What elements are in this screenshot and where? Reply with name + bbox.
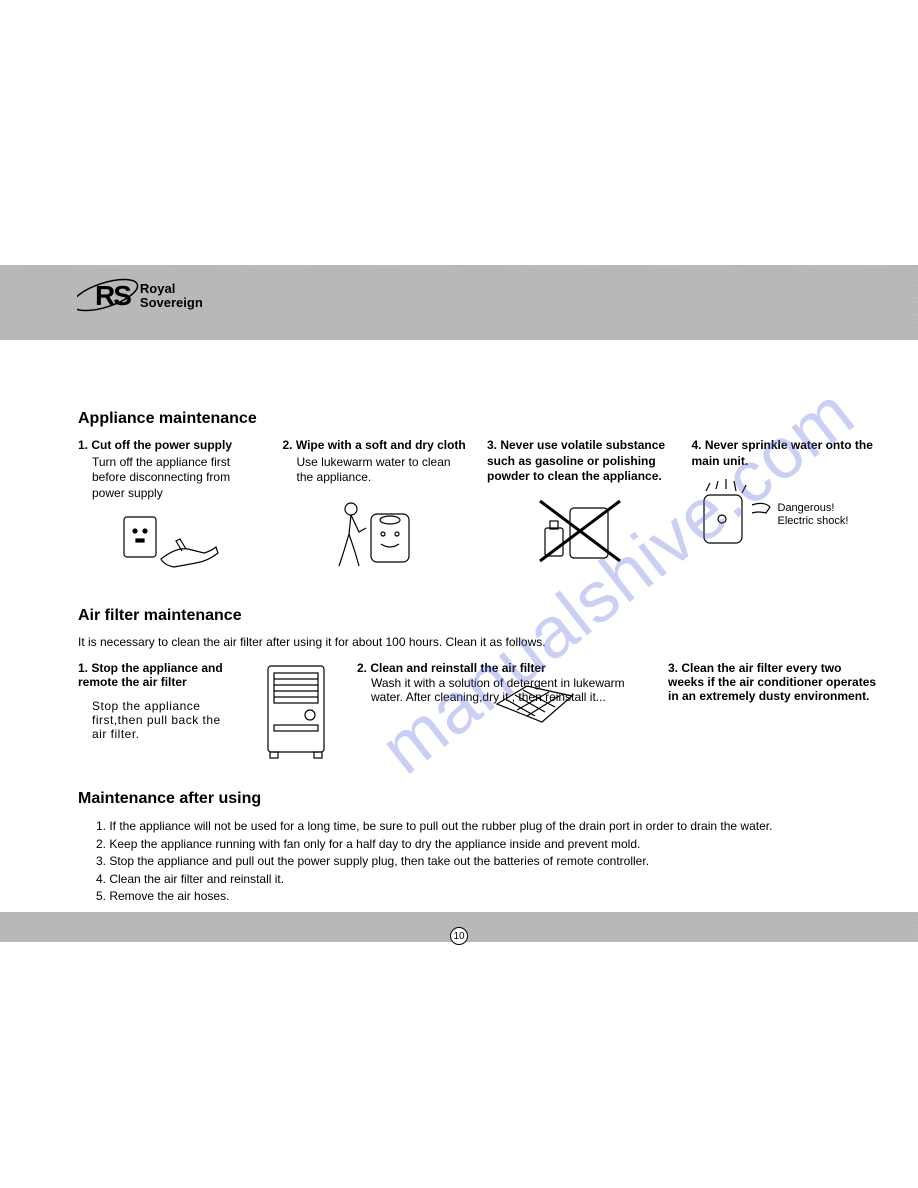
filter-description: It is necessary to clean the air filter … bbox=[78, 635, 878, 649]
item-lead: 1. Stop the appliance and remote the air… bbox=[78, 661, 223, 689]
item-lead: 4. Never sprinkle water onto the main un… bbox=[692, 438, 873, 468]
after-using-list: 1. If the appliance will not be used for… bbox=[78, 818, 878, 905]
item-body: Stop the appliance first,then pull back … bbox=[78, 699, 238, 741]
caption-danger: Dangerous! Electric shock! bbox=[778, 502, 849, 528]
appliance-row: 1. Cut off the power supply Turn off the… bbox=[78, 438, 878, 579]
page-number: 10 bbox=[450, 927, 468, 945]
filter-item-2: 2. Clean and reinstall the air filter Wa… bbox=[357, 661, 646, 766]
appliance-item-1: 1. Cut off the power supply Turn off the… bbox=[78, 438, 265, 579]
outlet-hand-icon bbox=[78, 509, 265, 579]
appliance-item-4: 4. Never sprinkle water onto the main un… bbox=[692, 438, 879, 579]
item-lead: 1. Cut off the power supply bbox=[78, 438, 232, 452]
appliance-item-3: 3. Never use volatile substance such as … bbox=[487, 438, 674, 579]
section-title-filter: Air filter maintenance bbox=[78, 607, 878, 625]
appliance-item-2: 2. Wipe with a soft and dry cloth Use lu… bbox=[283, 438, 470, 579]
item-lead: 2. Clean and reinstall the air filter bbox=[357, 661, 546, 675]
item-body: Turn off the appliance first before disc… bbox=[78, 455, 265, 502]
list-item: 5. Remove the air hoses. bbox=[96, 888, 878, 905]
item-lead: 3. Clean the air filter every two weeks … bbox=[668, 661, 876, 703]
item-body: Use lukewarm water to clean the applianc… bbox=[283, 455, 470, 486]
filter-item-1: 1. Stop the appliance and remote the air… bbox=[78, 661, 238, 766]
list-item: 2. Keep the appliance running with fan o… bbox=[96, 836, 878, 853]
brand-logo: RS Royal Sovereign bbox=[95, 280, 203, 312]
list-item: 1. If the appliance will not be used for… bbox=[96, 818, 878, 835]
list-item: 4. Clean the air filter and reinstall it… bbox=[96, 871, 878, 888]
list-item: 3. Stop the appliance and pull out the p… bbox=[96, 853, 878, 870]
ac-unit-icon bbox=[260, 661, 335, 766]
logo-orbit-icon bbox=[77, 274, 157, 316]
filter-mesh-icon bbox=[487, 674, 577, 737]
person-wiping-icon bbox=[283, 494, 470, 569]
filter-row: 1. Stop the appliance and remote the air… bbox=[78, 661, 878, 766]
section-title-appliance: Appliance maintenance bbox=[78, 410, 878, 428]
document-content: Appliance maintenance 1. Cut off the pow… bbox=[78, 410, 878, 905]
logo-mark: RS bbox=[95, 280, 130, 312]
no-water-icon: Dangerous! Electric shock! bbox=[692, 477, 879, 552]
filter-item-3: 3. Clean the air filter every two weeks … bbox=[668, 661, 878, 766]
section-title-after: Maintenance after using bbox=[78, 790, 878, 808]
no-gasoline-icon bbox=[487, 493, 674, 568]
item-lead: 2. Wipe with a soft and dry cloth bbox=[283, 438, 466, 452]
item-lead: 3. Never use volatile substance such as … bbox=[487, 438, 665, 483]
